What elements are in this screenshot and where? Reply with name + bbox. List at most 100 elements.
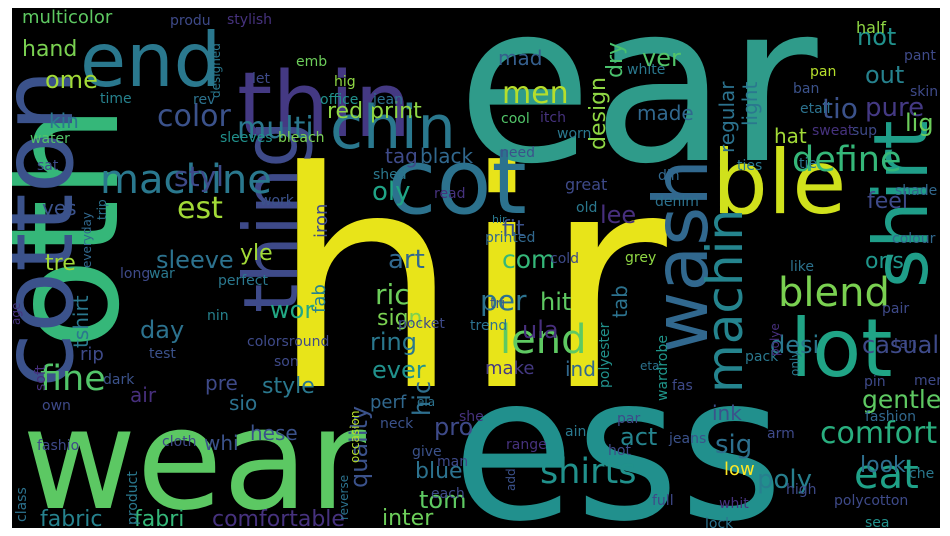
cloud-word: class: [14, 487, 30, 522]
cloud-word: itch: [540, 110, 566, 126]
cloud-word: fab: [309, 284, 330, 313]
cloud-word: machin: [696, 209, 754, 393]
cloud-word: worn: [557, 126, 591, 142]
cloud-word: colorsround: [247, 334, 329, 350]
cloud-word: black: [420, 144, 474, 168]
cloud-word: out: [865, 61, 904, 89]
cloud-word: ela: [417, 395, 435, 409]
cloud-word: work: [260, 193, 295, 209]
cloud-word: din: [658, 168, 680, 184]
cloud-word: comfort: [820, 416, 937, 451]
cloud-word: comfortable: [212, 507, 345, 528]
cloud-word: hic: [408, 381, 436, 416]
cloud-word: ain: [565, 424, 586, 440]
cloud-word: hir: [492, 213, 507, 226]
cloud-word: pure: [865, 93, 924, 123]
cloud-word: jeans: [668, 431, 706, 447]
cloud-word: pocket: [398, 316, 445, 332]
cloud-word: lig: [905, 109, 934, 137]
cloud-word: time: [100, 91, 132, 107]
cloud-word: polye: [768, 323, 782, 356]
cloud-word: eat: [854, 452, 919, 498]
cloud-word: hand: [22, 37, 77, 62]
cloud-word: red print: [327, 99, 422, 124]
cloud-word: sleeve: [156, 246, 234, 274]
cloud-word: com: [502, 245, 555, 274]
cloud-word: cot: [387, 130, 527, 235]
cloud-word: hir: [270, 108, 670, 457]
cloud-word: cotton: [12, 69, 96, 388]
cloud-word: pant: [904, 48, 936, 64]
cloud-word: great: [565, 175, 607, 194]
cloud-word: grey: [625, 250, 656, 266]
cloud-word: lee: [600, 201, 636, 229]
cloud-word: printed: [485, 230, 535, 246]
cloud-word: water: [30, 131, 70, 147]
cloud-word: form: [12, 112, 15, 140]
cloud-word: multi: [237, 111, 314, 146]
cloud-word: own: [42, 398, 71, 414]
cloud-word: ties: [737, 158, 762, 174]
cloud-word: wash: [637, 159, 725, 353]
cloud-word: old: [576, 200, 597, 216]
cloud-word: nin: [207, 308, 229, 324]
cloud-word: chin: [330, 93, 456, 163]
cloud-word: like: [790, 259, 814, 275]
cloud-word: dark: [103, 372, 135, 388]
cloud-word: perfect: [218, 273, 268, 289]
cloud-word: end: [80, 16, 221, 104]
cloud-word: oly: [372, 177, 411, 207]
cloud-word: est: [177, 191, 223, 226]
cloud-word: sweat: [812, 123, 854, 139]
cloud-word: give: [412, 444, 442, 460]
cloud-word: men: [502, 76, 569, 111]
cloud-word: ind: [565, 357, 596, 381]
cloud-word: wear: [22, 379, 366, 528]
cloud-word: age: [12, 303, 23, 325]
cloud-word: trend: [470, 318, 507, 334]
cloud-word: skin: [910, 84, 938, 100]
cloud-word: fas: [672, 378, 693, 394]
cloud-word: poly: [757, 465, 812, 495]
cloud-word: trip: [95, 199, 109, 220]
cloud-word: sea: [865, 515, 890, 528]
cloud-word: shirt: [857, 120, 940, 288]
cloud-word: low: [724, 459, 755, 480]
cloud-word: shirts: [540, 452, 637, 492]
cloud-word: ric: [375, 278, 410, 311]
cloud-word: whi: [204, 431, 239, 455]
cloud-word: light: [738, 82, 762, 126]
cloud-word: hat: [774, 124, 807, 148]
cloud-word: fashio: [37, 438, 79, 454]
cloud-word: rip: [80, 344, 104, 365]
cloud-word: everyday: [80, 212, 94, 268]
cloud-word: casual: [862, 331, 939, 359]
cloud-word: etail: [800, 101, 830, 117]
cloud-word: tio: [822, 92, 858, 125]
cloud-word: lock: [705, 516, 734, 528]
cloud-word: style: [262, 374, 315, 399]
cloud-word: machine: [100, 157, 272, 203]
cloud-word: war: [149, 266, 175, 282]
cloud-word: pre: [205, 371, 238, 395]
cloud-word: fabri: [134, 507, 184, 528]
cloud-word: air: [130, 383, 157, 407]
cloud-word: shed: [373, 167, 407, 183]
cloud-word: gentle: [862, 385, 940, 414]
cloud-word: act: [620, 423, 657, 451]
cloud-word: make: [485, 358, 534, 379]
cloud-word: mens: [914, 373, 940, 389]
cloud-word: office: [320, 92, 358, 108]
cloud-word: desi: [770, 331, 819, 359]
cloud-word: polyester: [597, 322, 613, 388]
cloud-word: ever: [372, 356, 426, 384]
cloud-word: cool: [501, 111, 530, 127]
cloud-word: half: [856, 18, 886, 37]
cloud-word: she: [459, 409, 484, 425]
cloud-word: designed: [209, 43, 223, 98]
cloud-word: fine: [40, 359, 106, 399]
cloud-word: fabric: [40, 507, 102, 528]
cloud-word: bleach: [278, 130, 325, 146]
cloud-word: let: [252, 71, 271, 87]
